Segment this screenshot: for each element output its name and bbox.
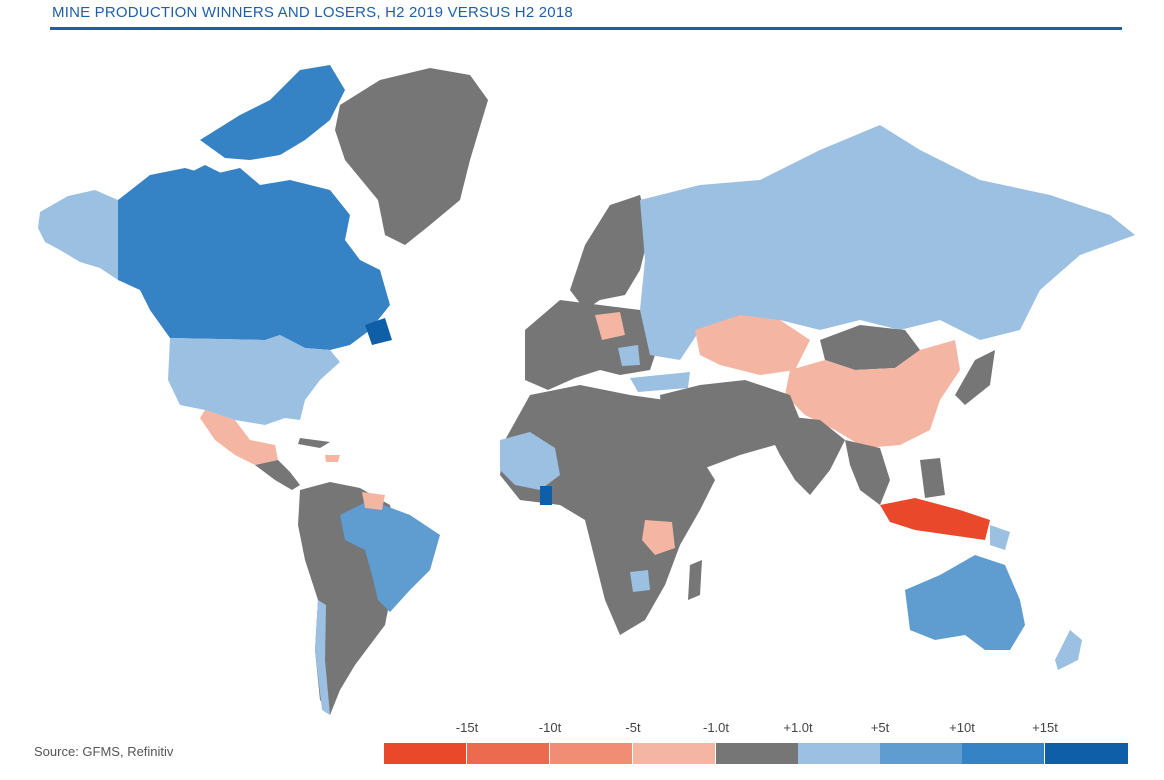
region-west-africa-gain (500, 432, 560, 490)
legend-swatch (798, 743, 880, 764)
region-india (770, 415, 845, 495)
legend-swatch (962, 743, 1044, 764)
legend-label: +1.0t (783, 720, 813, 735)
region-southeast-asia (845, 440, 890, 505)
legend-label: -15t (455, 720, 479, 735)
legend-label: -5t (625, 720, 641, 735)
region-greenland (335, 68, 488, 245)
region-australia (905, 555, 1025, 650)
region-guyana (362, 492, 385, 510)
region-usa (168, 335, 340, 425)
region-mongolia (820, 325, 920, 370)
legend-swatch (550, 743, 632, 764)
title-rule (50, 27, 1122, 30)
region-western-europe (525, 300, 660, 390)
region-china (785, 340, 960, 448)
world-map (38, 65, 1135, 715)
region-turkey (630, 372, 690, 392)
region-chile (315, 600, 330, 715)
legend-label: -1.0t (702, 720, 730, 735)
region-poland (595, 312, 625, 340)
region-russia (640, 125, 1135, 360)
region-canada-islands (200, 65, 345, 160)
region-central-america (255, 460, 300, 490)
region-indonesia (880, 498, 990, 540)
source-note: Source: GFMS, Refinitiv (34, 744, 174, 759)
region-canada-islands-2 (185, 165, 225, 198)
region-bulgaria (618, 345, 640, 366)
region-caribbean (298, 438, 330, 448)
legend-label: +5t (870, 720, 890, 735)
legend-label: -10t (538, 720, 562, 735)
legend-swatch (384, 743, 466, 764)
region-new-zealand (1055, 630, 1082, 670)
region-brazil (340, 500, 440, 612)
region-dominican (325, 455, 340, 462)
region-zimbabwe (630, 570, 650, 592)
legend-swatch (716, 743, 798, 764)
legend-label: +10t (949, 720, 975, 735)
legend-swatch (1045, 743, 1128, 764)
region-kazakhstan (695, 315, 810, 375)
region-madagascar (688, 560, 702, 600)
region-scandinavia (570, 195, 650, 310)
region-newfoundland (365, 318, 392, 345)
region-philippines (920, 458, 945, 498)
legend-swatch (633, 743, 715, 764)
region-middle-east (660, 380, 800, 470)
map-title: MINE PRODUCTION WINNERS AND LOSERS, H2 2… (52, 4, 573, 21)
region-ghana (540, 486, 552, 505)
region-canada (118, 168, 390, 350)
legend: -15t -10t -5t -1.0t +1.0t +5t +10t +15t (384, 720, 1128, 764)
legend-label: +15t (1032, 720, 1058, 735)
region-japan (955, 350, 995, 405)
region-mexico (200, 410, 278, 465)
legend-swatch (467, 743, 549, 764)
legend-swatch (880, 743, 962, 764)
region-alaska (38, 190, 118, 280)
region-tanzania (642, 520, 675, 555)
region-png (990, 525, 1010, 550)
